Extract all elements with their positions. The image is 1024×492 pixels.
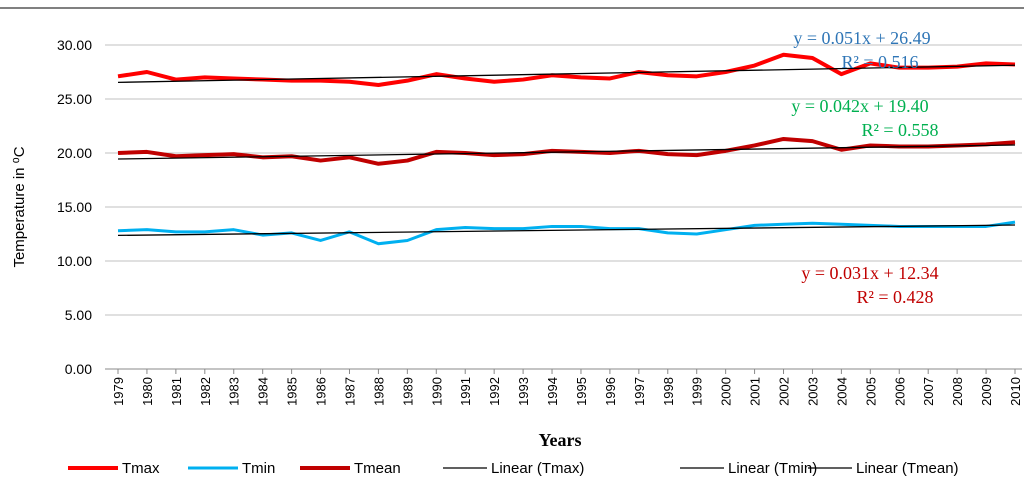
x-tick-label: 2004	[834, 377, 849, 406]
legend-label: Tmean	[354, 460, 401, 477]
x-tick-label: 1983	[227, 377, 242, 406]
trend-r2: R² = 0.428	[856, 287, 933, 307]
trendline	[117, 144, 1016, 160]
y-tick-label: 25.00	[57, 91, 92, 107]
x-tick-label: 1986	[314, 377, 329, 406]
x-tick-label: 1985	[285, 377, 300, 406]
trend-r2: R² = 0.516	[841, 52, 918, 72]
y-axis-title: Temperature in ⁰C	[11, 146, 28, 267]
y-tick-label: 5.00	[65, 307, 92, 323]
x-tick-label: 2008	[950, 377, 965, 406]
x-tick-label: 2010	[1008, 377, 1023, 406]
x-tick-label: 1993	[516, 377, 531, 406]
x-tick-label: 1981	[169, 377, 184, 406]
legend-label: Linear (Tmin)	[728, 460, 817, 477]
x-tick-label: 1984	[256, 377, 271, 406]
x-tick-label: 1996	[603, 377, 618, 406]
y-tick-label: 15.00	[57, 199, 92, 215]
y-tick-label: 10.00	[57, 253, 92, 269]
x-tick-label: 1988	[371, 377, 386, 406]
series-line	[117, 220, 1016, 246]
x-tick-label: 1995	[574, 377, 589, 406]
trend-r2: R² = 0.558	[861, 120, 938, 140]
x-tick-label: 2002	[777, 377, 792, 406]
x-tick-label: 1997	[632, 377, 647, 406]
x-tick-label: 1989	[400, 377, 415, 406]
x-tick-label: 2005	[863, 377, 878, 406]
x-tick-label: 2007	[921, 377, 936, 406]
x-tick-label: 1998	[661, 377, 676, 406]
trend-equation: y = 0.051x + 26.49	[793, 28, 930, 48]
x-tick-label: 2001	[748, 377, 763, 406]
legend-label: Tmax	[122, 460, 160, 477]
x-tick-label: 1982	[198, 377, 213, 406]
x-tick-label: 2006	[892, 377, 907, 406]
x-tick-label: 1987	[342, 377, 357, 406]
legend-label: Linear (Tmean)	[856, 460, 959, 477]
x-tick-label: 1979	[111, 377, 126, 406]
x-tick-label: 1999	[690, 377, 705, 406]
x-tick-label: 1992	[487, 377, 502, 406]
x-axis-title: Years	[539, 430, 582, 450]
y-tick-label: 0.00	[65, 361, 92, 377]
trend-equation: y = 0.031x + 12.34	[801, 263, 938, 283]
trendline	[117, 224, 1016, 237]
y-tick-label: 30.00	[57, 37, 92, 53]
trend-equation: y = 0.042x + 19.40	[791, 96, 928, 116]
trendline	[117, 64, 1016, 84]
x-tick-label: 2000	[719, 377, 734, 406]
x-tick-label: 1991	[458, 377, 473, 406]
x-tick-label: 2003	[805, 377, 820, 406]
y-tick-label: 20.00	[57, 145, 92, 161]
legend-label: Tmin	[242, 460, 275, 477]
legend-label: Linear (Tmax)	[491, 460, 584, 477]
x-tick-label: 1994	[545, 377, 560, 406]
x-tick-label: 1980	[140, 377, 155, 406]
x-tick-label: 1990	[429, 377, 444, 406]
x-tick-label: 2009	[979, 377, 994, 406]
